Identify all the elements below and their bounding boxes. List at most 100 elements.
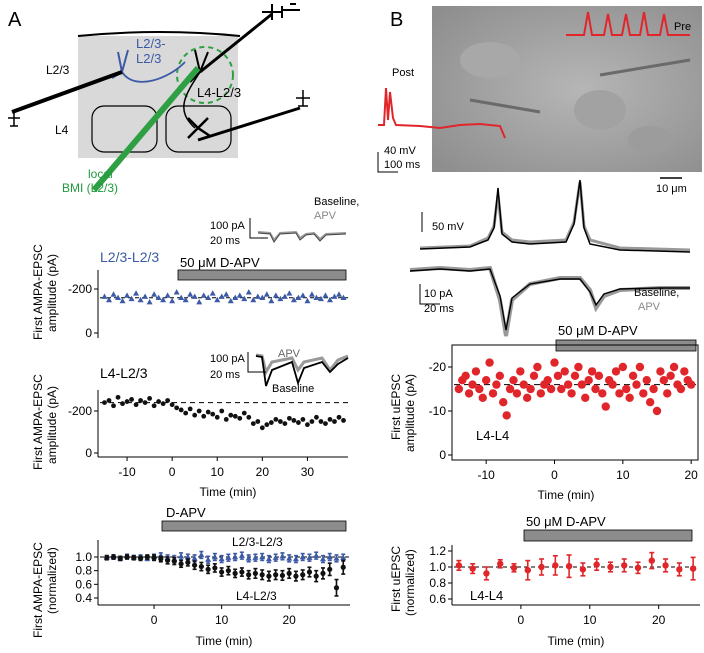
- chart-b2-point: [565, 563, 573, 570]
- spacer: [140, 10, 275, 28]
- chart-a1-point: [110, 291, 117, 297]
- chart-a1-point: [115, 294, 122, 300]
- layer-label-l4: L4: [55, 123, 69, 137]
- chart-a2-point: [327, 417, 333, 422]
- chart-b2-point: [455, 562, 463, 569]
- chart-b1-point: [639, 389, 648, 398]
- paired-traces: 50 mV 10 pA 20 ms Baseline, APV: [409, 179, 691, 337]
- chart-b1-point: [652, 406, 662, 416]
- chart-a2-yticklabel-1: 0: [85, 446, 92, 460]
- chart-a2-xticklabel: 0: [169, 465, 176, 479]
- chart-b2-yticklabel: 0.8: [429, 576, 446, 590]
- chart-a2-point: [228, 412, 234, 418]
- chart-b2-point: [524, 567, 531, 574]
- chart-a3-point-l4: [340, 564, 346, 570]
- chart-b1-point: [622, 384, 631, 394]
- chart-b1-point: [563, 380, 573, 389]
- chart-a3-point-l4: [110, 554, 117, 560]
- chart-a3-point-l23: [306, 554, 313, 560]
- electrode-l23-blue: [11, 70, 123, 114]
- chart-a3-point-l4: [293, 573, 299, 579]
- chart-a1-title: L2/3-L2/3: [100, 249, 159, 265]
- chart-a2-point: [102, 400, 107, 405]
- chart-a3-point-l4: [171, 558, 177, 564]
- chart-a2-title: L4-L2/3: [100, 365, 148, 381]
- chart-b1-point: [584, 376, 593, 385]
- ground-icon-left: [8, 110, 20, 127]
- chart-b2-plot: [454, 551, 698, 581]
- chart-a2-point: [133, 402, 139, 408]
- chart-a1-point: [308, 291, 315, 297]
- chart-b1-point: [591, 384, 600, 394]
- chart-a2-point: [250, 421, 256, 426]
- chart-a1-point: [335, 291, 342, 297]
- chart-b1-point: [625, 393, 634, 402]
- chart-b1-point: [680, 367, 689, 376]
- l4-neuron: [187, 117, 211, 139]
- bmi-application-circle: [176, 46, 234, 104]
- pia-surface: [77, 31, 241, 37]
- chart-a3-point-l4: [286, 570, 292, 577]
- chart-b2-point: [634, 564, 642, 571]
- chart-a3-ylabel-line2: (normalized): [45, 547, 59, 614]
- chart-b1-xlabel: Time (min): [538, 488, 595, 502]
- chart-a3-plot: [100, 550, 350, 597]
- chart-b1-point: [550, 358, 559, 367]
- chart-a1-point: [128, 295, 135, 302]
- chart-a1-point: [259, 294, 266, 300]
- chart-b1-point: [642, 376, 651, 385]
- label-l23-l23-line1: L2/3-: [136, 36, 166, 51]
- chart-a2-xticklabel: 30: [301, 465, 315, 479]
- chart-a3-point-l23: [299, 553, 306, 560]
- chart-a3-point-l23: [279, 553, 286, 559]
- chart-a3-point-l4: [246, 572, 252, 578]
- chart-b1-point: [608, 380, 617, 389]
- chart-b1-point: [502, 411, 511, 420]
- chart-a1-point: [223, 291, 230, 297]
- chart-b1-point: [526, 384, 535, 394]
- chart-b2-point: [497, 560, 504, 567]
- trace-pre-apv: [419, 181, 691, 252]
- chart-a2-point: [309, 419, 315, 424]
- chart-b1-point: [509, 376, 518, 385]
- chart-a2-xticks: -10 0 10 20 30: [118, 457, 314, 479]
- chart-a2-point: [178, 407, 184, 413]
- chart-a3-point-l4: [212, 565, 218, 571]
- chart-b2-point: [662, 562, 669, 569]
- chart-b1-yticklabel: -20: [429, 360, 447, 374]
- chart-b2-point: [552, 562, 559, 569]
- amplifier-icon-top: [262, 3, 300, 20]
- dic-image: Pre Post 40 mV 100 ms 10 μm: [377, 6, 702, 195]
- chart-a1-point: [272, 292, 279, 298]
- chart-a3-xticks: 0 10 20: [151, 605, 296, 627]
- chart-a3-xlabel: Time (min): [196, 634, 253, 648]
- chart-a3-point-l23: [238, 552, 245, 558]
- dic-cell-2: [574, 90, 626, 130]
- chart-a3-point-l4: [333, 585, 340, 591]
- panel-b-letter: B: [390, 9, 403, 31]
- chart-a2-point: [160, 401, 166, 407]
- chart-a1-point: [250, 296, 257, 303]
- dic-pipette-1: [469, 98, 541, 114]
- chart-a2-point: [286, 415, 292, 421]
- chart-a3-point-l4: [225, 568, 231, 574]
- l4-axon: [183, 71, 201, 129]
- chart-a2-point: [111, 403, 116, 409]
- chart-b1-point: [536, 389, 546, 398]
- chart-b1-plot: [454, 358, 696, 420]
- chart-a1-point: [304, 297, 311, 304]
- image-scale-length: 10 μm: [656, 183, 687, 195]
- chart-a2-ylabel-line2: amplitude (pA): [45, 386, 59, 464]
- chart-b2-xticklabel: 20: [652, 613, 666, 627]
- chart-a3-point-l4: [273, 572, 279, 578]
- bmi-pipette: [91, 66, 201, 192]
- layer-label-l23: L2/3: [46, 63, 70, 77]
- chart-b2-xticklabel: 10: [583, 613, 597, 627]
- chart-b2-series-label: L4-L4: [470, 588, 503, 603]
- chart-b2-point: [579, 566, 587, 573]
- chart-a3-yticks: 1.00.80.60.4: [75, 550, 98, 605]
- image-trace-scalebar: [377, 152, 398, 173]
- chart-a2: L4-L2/3 -200 0 -10 0 10 20 30 Time (min) Fir…: [31, 348, 349, 499]
- l23-axon-blue: [121, 61, 186, 83]
- chart-a3-point-l23: [319, 555, 326, 562]
